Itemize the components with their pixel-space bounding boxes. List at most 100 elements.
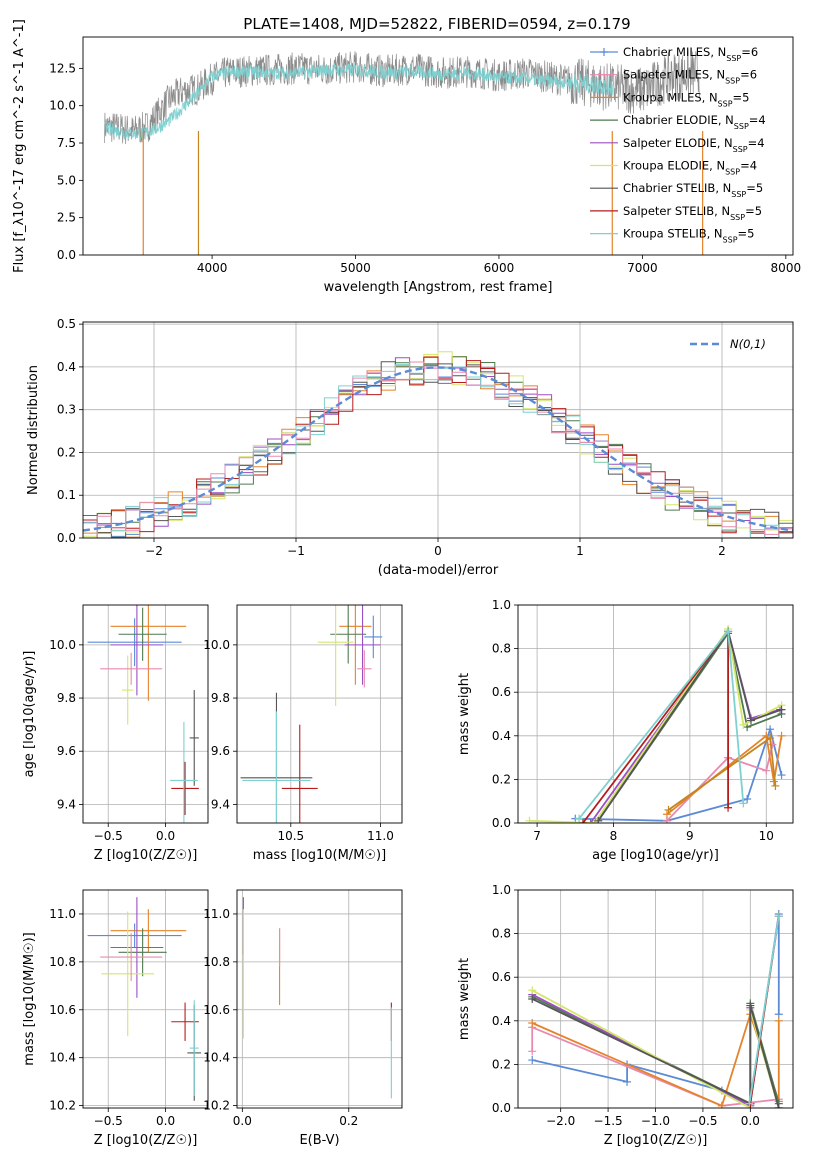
y-tick-label: 10.0 bbox=[49, 638, 76, 652]
x-tick-label: 0.0 bbox=[233, 1114, 252, 1128]
weight-marker bbox=[717, 1101, 726, 1108]
legend-label: Kroupa MILES, NSSP=5 bbox=[623, 90, 749, 108]
y-tick-label: 9.6 bbox=[57, 744, 76, 758]
errorbar-point bbox=[281, 724, 318, 823]
weight-marker bbox=[739, 799, 748, 808]
legend-entry: Chabrier MILES, NSSP=6 bbox=[590, 45, 758, 63]
y-tick-label: 9.6 bbox=[211, 744, 230, 758]
y-axis-label: Normed distribution bbox=[26, 365, 41, 495]
x-tick-label: 10 bbox=[759, 829, 774, 843]
panel-5: −0.5 0.0 10.2 10.4 10.6 10.8 11.0 Z [log10(Z/Z☉… bbox=[22, 889, 209, 1148]
legend-label: Kroupa ELODIE, NSSP=4 bbox=[623, 159, 757, 177]
panel-3: 10.5 11.0 9.4 9.6 9.8 10.0 mass [log10(M/M☉)] bbox=[203, 604, 403, 863]
legend-label: Kroupa STELIB, NSSP=5 bbox=[623, 227, 754, 245]
weight-marker bbox=[623, 1077, 632, 1086]
errorbar-point bbox=[110, 897, 164, 998]
errorbar-point bbox=[110, 909, 187, 953]
errorbar-point bbox=[330, 605, 367, 664]
weight-marker bbox=[774, 1104, 783, 1108]
legend-entry: Chabrier STELIB, NSSP=5 bbox=[590, 181, 763, 199]
x-tick-label: 0.0 bbox=[156, 1114, 175, 1128]
weight-marker bbox=[528, 986, 537, 995]
weight-line bbox=[531, 998, 780, 1108]
legend-marker bbox=[600, 70, 608, 79]
x-tick-label: −0.5 bbox=[94, 1114, 123, 1128]
y-tick-label: 10.8 bbox=[49, 955, 76, 969]
legend-entry: N(0,1) bbox=[690, 337, 766, 351]
weight-marker bbox=[745, 1099, 754, 1108]
axes-frame bbox=[517, 604, 794, 824]
errorbar-point bbox=[100, 933, 163, 982]
weight-marker bbox=[575, 814, 584, 823]
y-tick-label: 12.5 bbox=[49, 61, 76, 75]
panel-0: 4000 5000 6000 7000 8000 0.0 2.5 5.0 7.5 10.0 12.5… bbox=[12, 19, 801, 295]
errorbar-point bbox=[121, 655, 134, 725]
x-axis-label: E(B-V) bbox=[299, 1133, 339, 1148]
y-tick-label: 10.0 bbox=[203, 638, 230, 652]
weight-marker bbox=[528, 1056, 537, 1065]
legend-entry: Kroupa ELODIE, NSSP=4 bbox=[590, 159, 757, 177]
x-axis-label: Z [log10(Z/Z☉)] bbox=[94, 1133, 198, 1148]
y-tick-label: 0.2 bbox=[492, 1057, 511, 1071]
legend-entry: Salpeter ELODIE, NSSP=4 bbox=[590, 136, 765, 154]
weight-line bbox=[667, 736, 777, 811]
x-axis-label: mass [log10(M/M☉)] bbox=[253, 848, 386, 863]
panel-6: 0.0 0.2 10.2 10.4 10.6 10.8 11.0 E(B-V) bbox=[203, 889, 403, 1148]
y-tick-label: 0.6 bbox=[492, 970, 511, 984]
panel-4: 7 8 9 10 0.0 0.2 0.4 0.6 0.8 1.0 age [log10(age/yr… bbox=[457, 598, 794, 863]
weight-marker bbox=[664, 805, 673, 814]
x-tick-label: 1 bbox=[576, 544, 584, 558]
x-tick-label: 10.5 bbox=[277, 829, 304, 843]
errorbar-point bbox=[87, 923, 182, 948]
weight-marker bbox=[766, 733, 775, 742]
panel-7: −2.0 −1.5 −1.0 −0.5 0.0 0.0 0.2 0.4 0.6 0.8 1.0 Z [… bbox=[457, 883, 794, 1148]
y-tick-label: 11.0 bbox=[49, 907, 76, 921]
x-tick-label: 11.0 bbox=[367, 829, 394, 843]
weight-marker bbox=[771, 781, 780, 790]
x-tick-label: 6000 bbox=[484, 261, 515, 275]
y-tick-label: 1.0 bbox=[492, 598, 511, 612]
weight-marker bbox=[578, 819, 587, 823]
x-axis-label: age [log10(age/yr)] bbox=[592, 848, 719, 863]
y-tick-label: 9.4 bbox=[57, 797, 76, 811]
errorbar-point bbox=[101, 911, 155, 1037]
y-tick-label: 10.0 bbox=[49, 99, 76, 113]
x-tick-label: −2.0 bbox=[546, 1114, 575, 1128]
y-tick-label: 10.6 bbox=[203, 1003, 230, 1017]
y-tick-label: 0.8 bbox=[492, 642, 511, 656]
y-tick-label: 5.0 bbox=[57, 173, 76, 187]
plot-area bbox=[242, 897, 392, 1099]
errorbar-point bbox=[317, 605, 354, 707]
errorbar-point bbox=[189, 690, 199, 786]
weight-marker bbox=[528, 1018, 537, 1027]
errorbar-point bbox=[339, 605, 372, 685]
legend-label: Salpeter MILES, NSSP=6 bbox=[623, 68, 757, 86]
legend-marker bbox=[600, 48, 608, 56]
y-tick-label: 0.8 bbox=[492, 927, 511, 941]
weight-marker bbox=[777, 731, 786, 740]
axes-frame bbox=[82, 36, 794, 256]
y-tick-label: 9.8 bbox=[211, 691, 230, 705]
axes-frame bbox=[82, 604, 209, 824]
x-tick-label: 9 bbox=[686, 829, 694, 843]
weight-marker bbox=[768, 740, 777, 749]
legend-label: N(0,1) bbox=[730, 337, 766, 351]
x-tick-label: −1.0 bbox=[641, 1114, 670, 1128]
x-tick-label: 5000 bbox=[340, 261, 371, 275]
x-axis-label: Z [log10(Z/Z☉)] bbox=[94, 848, 198, 863]
weight-marker bbox=[774, 1016, 783, 1025]
errorbar-point bbox=[364, 615, 383, 659]
weight-marker bbox=[777, 705, 786, 714]
legend-label: Salpeter ELODIE, NSSP=4 bbox=[623, 136, 765, 154]
y-tick-label: 0.0 bbox=[492, 1101, 511, 1115]
errorbar-point bbox=[189, 1000, 199, 1097]
y-tick-label: 0.2 bbox=[492, 772, 511, 786]
plot-area bbox=[528, 909, 783, 1108]
axes-frame bbox=[236, 604, 403, 824]
x-tick-label: −1 bbox=[287, 544, 305, 558]
y-tick-label: 0.6 bbox=[492, 685, 511, 699]
weight-line bbox=[748, 916, 780, 1104]
weight-marker bbox=[525, 816, 534, 823]
y-tick-label: 10.4 bbox=[49, 1051, 76, 1065]
axes-frame bbox=[236, 889, 403, 1109]
